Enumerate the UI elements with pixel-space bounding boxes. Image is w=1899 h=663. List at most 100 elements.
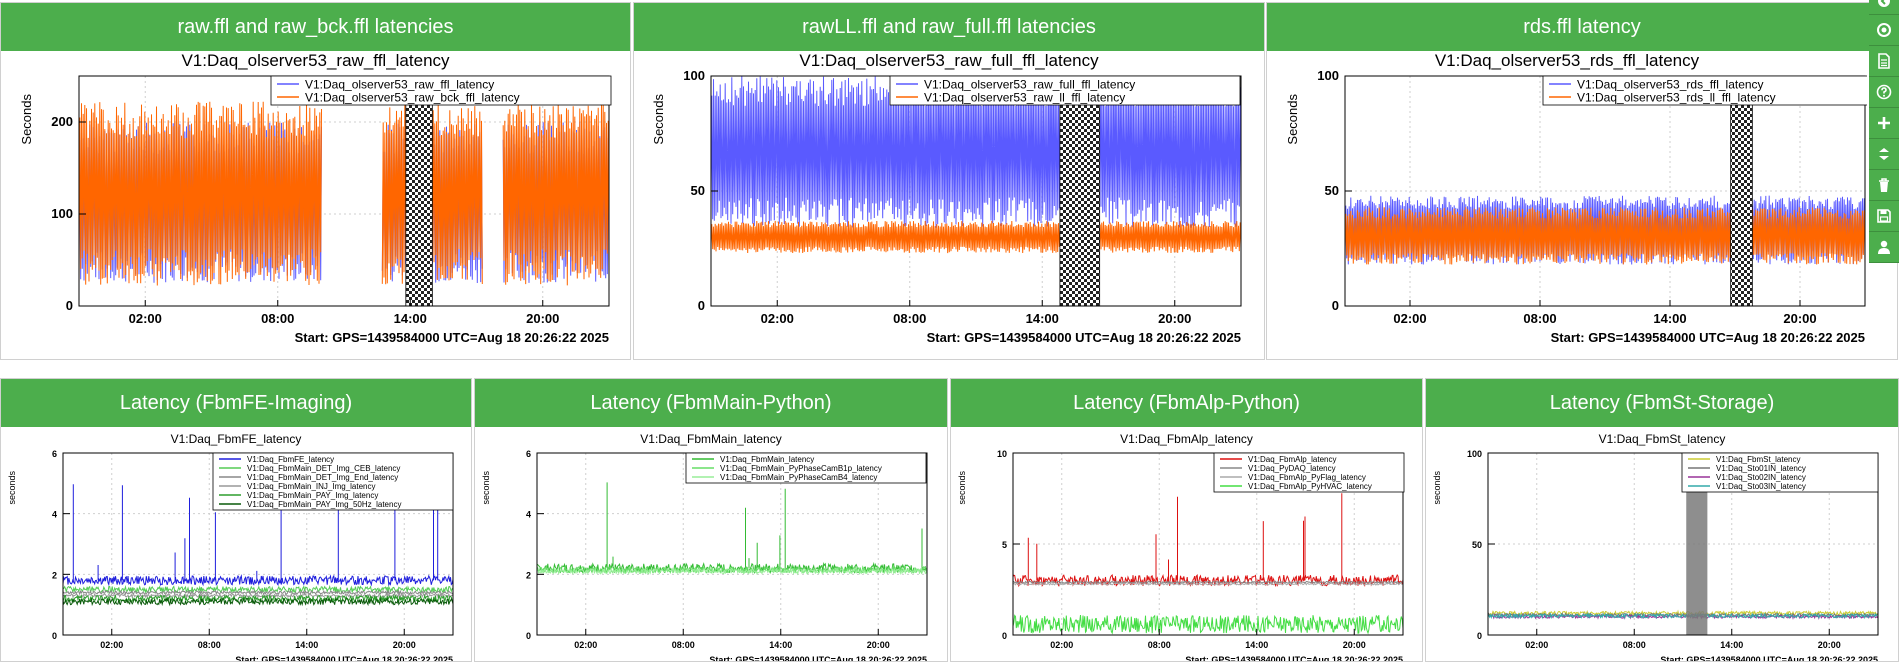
x-tick-label: 02:00 [761, 311, 794, 326]
target-icon [1877, 23, 1891, 37]
legend-label: V1:Daq_olserver53_rds_ffl_latency [1577, 78, 1764, 92]
chart-title: V1:Daq_FbmMain_latency [640, 432, 781, 446]
legend-label: V1:Daq_olserver53_raw_ll_ffl_latency [924, 91, 1125, 105]
series-line [1013, 614, 1403, 635]
panel-rawll-ffl: rawLL.ffl and raw_full.ffl latencies V1:… [633, 2, 1265, 360]
y-axis-label: Seconds [1285, 94, 1300, 145]
x-axis-label: Start: GPS=1439584000 UTC=Aug 18 20:26:2… [1551, 330, 1865, 345]
back-button[interactable] [1869, 0, 1899, 15]
target-button[interactable] [1869, 15, 1899, 46]
series-group [537, 482, 927, 576]
legend-label: V1:Daq_FbmSt_latency [1716, 455, 1801, 464]
y-tick-label: 50 [1472, 540, 1482, 550]
series-line [63, 478, 453, 587]
x-tick-label: 02:00 [1050, 640, 1073, 650]
y-tick-label: 6 [526, 449, 531, 459]
y-tick-label: 6 [52, 449, 57, 459]
legend-label: V1:Daq_Sto03IN_latency [1716, 482, 1806, 491]
y-tick-label: 0 [52, 631, 57, 641]
legend-label: V1:Daq_FbmAlp_PyFlag_latency [1248, 473, 1366, 482]
y-tick-label: 100 [683, 68, 705, 83]
y-tick-label: 50 [691, 183, 705, 198]
x-tick-label: 20:00 [1818, 640, 1841, 650]
y-tick-label: 0 [1002, 631, 1007, 641]
y-tick-label: 2 [52, 570, 57, 580]
y-tick-label: 50 [1325, 183, 1339, 198]
x-tick-label: 14:00 [394, 311, 427, 326]
x-axis-label: Start: GPS=1439584000 UTC=Aug 18 20:26:2… [709, 655, 927, 661]
x-axis-label: Start: GPS=1439584000 UTC=Aug 18 20:26:2… [295, 330, 609, 345]
plus-icon [1878, 117, 1890, 129]
x-tick-label: 08:00 [261, 311, 294, 326]
panel-title: rawLL.ffl and raw_full.ffl latencies [634, 3, 1264, 51]
legend-box [270, 75, 612, 106]
save-icon [1877, 209, 1891, 223]
series-line [1488, 613, 1878, 620]
x-tick-label: 14:00 [769, 640, 792, 650]
series-line [63, 589, 453, 596]
panel-fbmalp: Latency (FbmAlp-Python) V1:Daq_FbmAlp_la… [950, 378, 1423, 662]
legend-label: V1:Daq_olserver53_raw_ffl_latency [305, 78, 494, 92]
legend-label: V1:Daq_FbmMain_PyPhaseCamB4_latency [720, 473, 877, 482]
y-tick-label: 2 [526, 570, 531, 580]
toolbar [1869, 0, 1899, 263]
chart-title: V1:Daq_olserver53_raw_full_ffl_latency [799, 51, 1099, 70]
hatched-region [405, 75, 433, 307]
series-group [1013, 493, 1403, 635]
latency-chart: V1:Daq_FbmMain_latency 02:00 08:00 14:00 20:… [481, 432, 928, 661]
help-button[interactable] [1869, 77, 1899, 108]
panel-fbmmain: Latency (FbmMain-Python) V1:Daq_FbmMain_… [474, 378, 948, 662]
panel-fbmfe: Latency (FbmFE-Imaging) V1:Daq_FbmFE_lat… [0, 378, 472, 662]
legend-box [1213, 452, 1405, 493]
series-line [1488, 612, 1878, 620]
x-tick-label: 08:00 [198, 640, 221, 650]
panel-title: rds.ffl latency [1267, 3, 1897, 51]
x-tick-label: 20:00 [1158, 311, 1191, 326]
legend-label: V1:Daq_FbmMain_PAY_Img_50Hz_latency [247, 500, 401, 509]
x-tick-label: 14:00 [295, 640, 318, 650]
save-button[interactable] [1869, 201, 1899, 232]
x-tick-label: 08:00 [672, 640, 695, 650]
x-tick-label: 08:00 [893, 311, 926, 326]
y-tick-label: 100 [1467, 449, 1482, 459]
legend-label: V1:Daq_olserver53_rds_ll_ffl_latency [1577, 91, 1776, 105]
x-axis-label: Start: GPS=1439584000 UTC=Aug 18 20:26:2… [235, 655, 453, 661]
panel-title: raw.ffl and raw_bck.ffl latencies [1, 3, 630, 51]
x-axis-label: Start: GPS=1439584000 UTC=Aug 18 20:26:2… [1185, 655, 1403, 661]
y-tick-label: 0 [66, 298, 73, 313]
delete-button[interactable] [1869, 170, 1899, 201]
series-line [63, 592, 453, 599]
x-tick-label: 20:00 [1783, 311, 1816, 326]
y-axis-label: seconds [7, 471, 17, 505]
legend-label: V1:Daq_FbmMain_DET_Img_CEB_latency [247, 464, 400, 473]
series-line [1013, 582, 1403, 586]
x-tick-label: 02:00 [574, 640, 597, 650]
x-tick-label: 14:00 [1026, 311, 1059, 326]
shaded-region [1686, 453, 1708, 635]
legend-label: V1:Daq_FbmMain_latency [720, 455, 814, 464]
series-group [1345, 195, 1865, 265]
y-tick-label: 4 [52, 510, 57, 520]
legend-label: V1:Daq_olserver53_raw_full_ffl_latency [924, 78, 1135, 92]
document-icon [1878, 53, 1890, 69]
x-tick-label: 08:00 [1623, 640, 1646, 650]
user-button[interactable] [1869, 232, 1899, 263]
x-tick-label: 20:00 [867, 640, 890, 650]
legend-label: V1:Daq_PyDAQ_latency [1248, 464, 1336, 473]
add-button[interactable] [1869, 108, 1899, 139]
legend-label: V1:Daq_Sto01IN_latency [1716, 464, 1806, 473]
legend-label: V1:Daq_Sto02IN_latency [1716, 473, 1806, 482]
legend-box [1681, 452, 1879, 493]
series-line [537, 567, 927, 576]
hatched-region [1059, 75, 1101, 307]
x-tick-label: 08:00 [1523, 311, 1556, 326]
x-tick-label: 14:00 [1245, 640, 1268, 650]
x-tick-label: 20:00 [1343, 640, 1366, 650]
expand-button[interactable] [1869, 139, 1899, 170]
x-tick-label: 02:00 [100, 640, 123, 650]
x-axis-label: Start: GPS=1439584000 UTC=Aug 18 20:26:2… [927, 330, 1241, 345]
trash-icon [1879, 178, 1889, 192]
latency-chart: V1:Daq_FbmAlp_latency 02:00 08:00 14:00 20:0… [957, 432, 1405, 661]
document-button[interactable] [1869, 46, 1899, 77]
panel-rds-ffl: rds.ffl latency V1:Daq_olserver53_rds_ff… [1266, 2, 1898, 360]
